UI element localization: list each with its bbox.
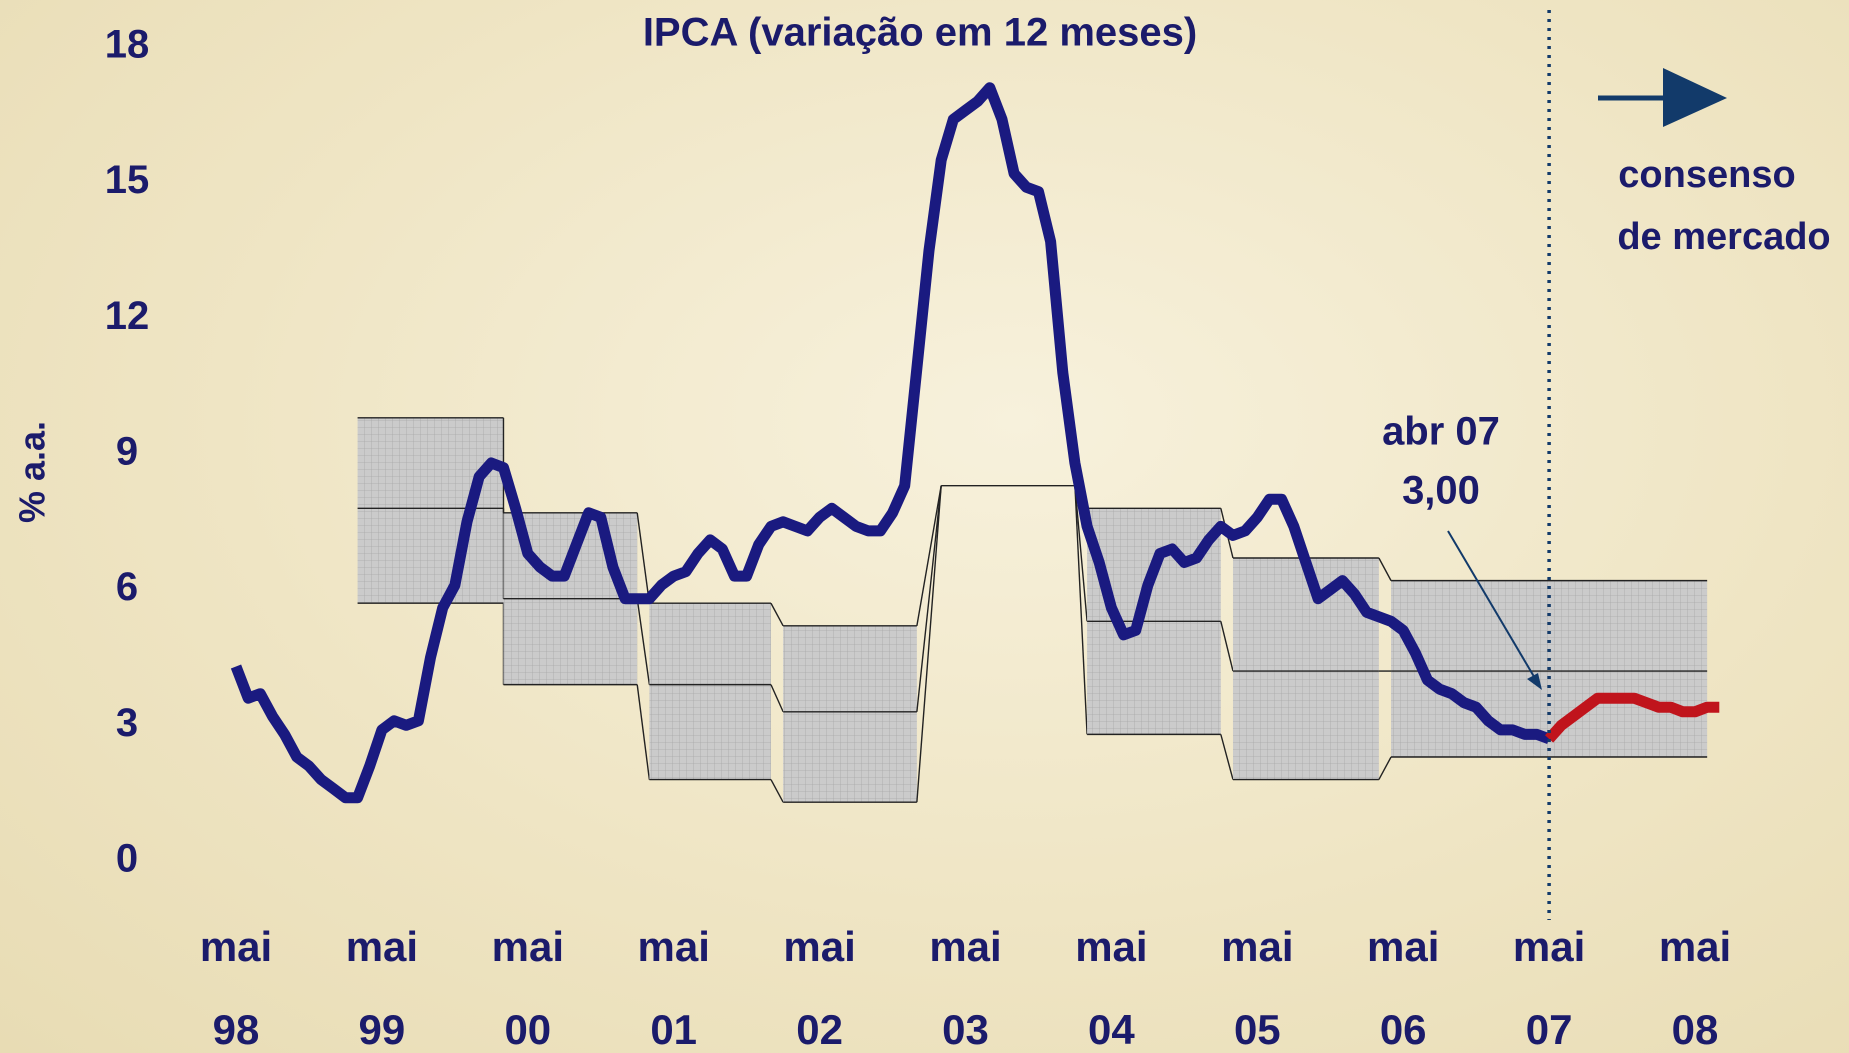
x-tick-label: mai 07 xyxy=(1469,905,1629,1053)
target-band xyxy=(783,626,917,802)
band-connector xyxy=(771,603,783,626)
y-tick-label: 0 xyxy=(116,837,138,881)
band-connector xyxy=(1221,621,1233,671)
y-axis-label: % a.a. xyxy=(12,421,53,523)
chart: IPCA (variação em 12 meses) % a.a. 0 3 6 9 1… xyxy=(0,0,1849,1053)
target-band xyxy=(649,603,771,779)
band-connector xyxy=(1221,734,1233,779)
band-connector xyxy=(637,599,649,685)
band-connector xyxy=(771,685,783,712)
annotation-text: 3,00 xyxy=(1402,469,1480,513)
band-connector xyxy=(917,486,941,712)
band-connector xyxy=(637,513,649,603)
x-tick-label: mai 03 xyxy=(886,905,1046,1053)
x-tick-label: mai 02 xyxy=(740,905,900,1053)
x-tick-label: mai 06 xyxy=(1323,905,1483,1053)
forecast-arrow-head xyxy=(1663,68,1727,127)
band-connector xyxy=(637,685,649,780)
x-tick-label: mai 08 xyxy=(1615,905,1775,1053)
y-tick-label: 18 xyxy=(105,23,150,67)
y-tick-label: 12 xyxy=(105,294,150,338)
target-band xyxy=(358,418,504,603)
band-connector xyxy=(771,780,783,803)
x-tick-label: mai 05 xyxy=(1177,905,1337,1053)
target-bands xyxy=(358,418,1708,802)
annotation-text: abr 07 xyxy=(1382,410,1500,454)
band-connector xyxy=(917,486,941,803)
x-tick-label: mai 01 xyxy=(594,905,754,1053)
y-tick-label: 9 xyxy=(116,430,138,474)
forecast-label: de mercado xyxy=(1617,216,1830,258)
slide: IPCA (variação em 12 meses) % a.a. 0 3 6 9 1… xyxy=(0,0,1849,1053)
y-tick-label: 6 xyxy=(116,565,138,609)
x-tick-label: mai 00 xyxy=(448,905,608,1053)
x-tick-label: mai 98 xyxy=(156,905,316,1053)
band-connector xyxy=(1379,757,1391,780)
y-tick-label: 15 xyxy=(105,158,150,202)
band-connector xyxy=(1379,558,1391,581)
x-tick-label: mai 99 xyxy=(302,905,462,1053)
x-tick-label: mai 04 xyxy=(1031,905,1191,1053)
y-tick-label: 3 xyxy=(116,701,138,745)
chart-title: IPCA (variação em 12 meses) xyxy=(643,11,1197,55)
forecast-label: consenso xyxy=(1618,154,1795,196)
